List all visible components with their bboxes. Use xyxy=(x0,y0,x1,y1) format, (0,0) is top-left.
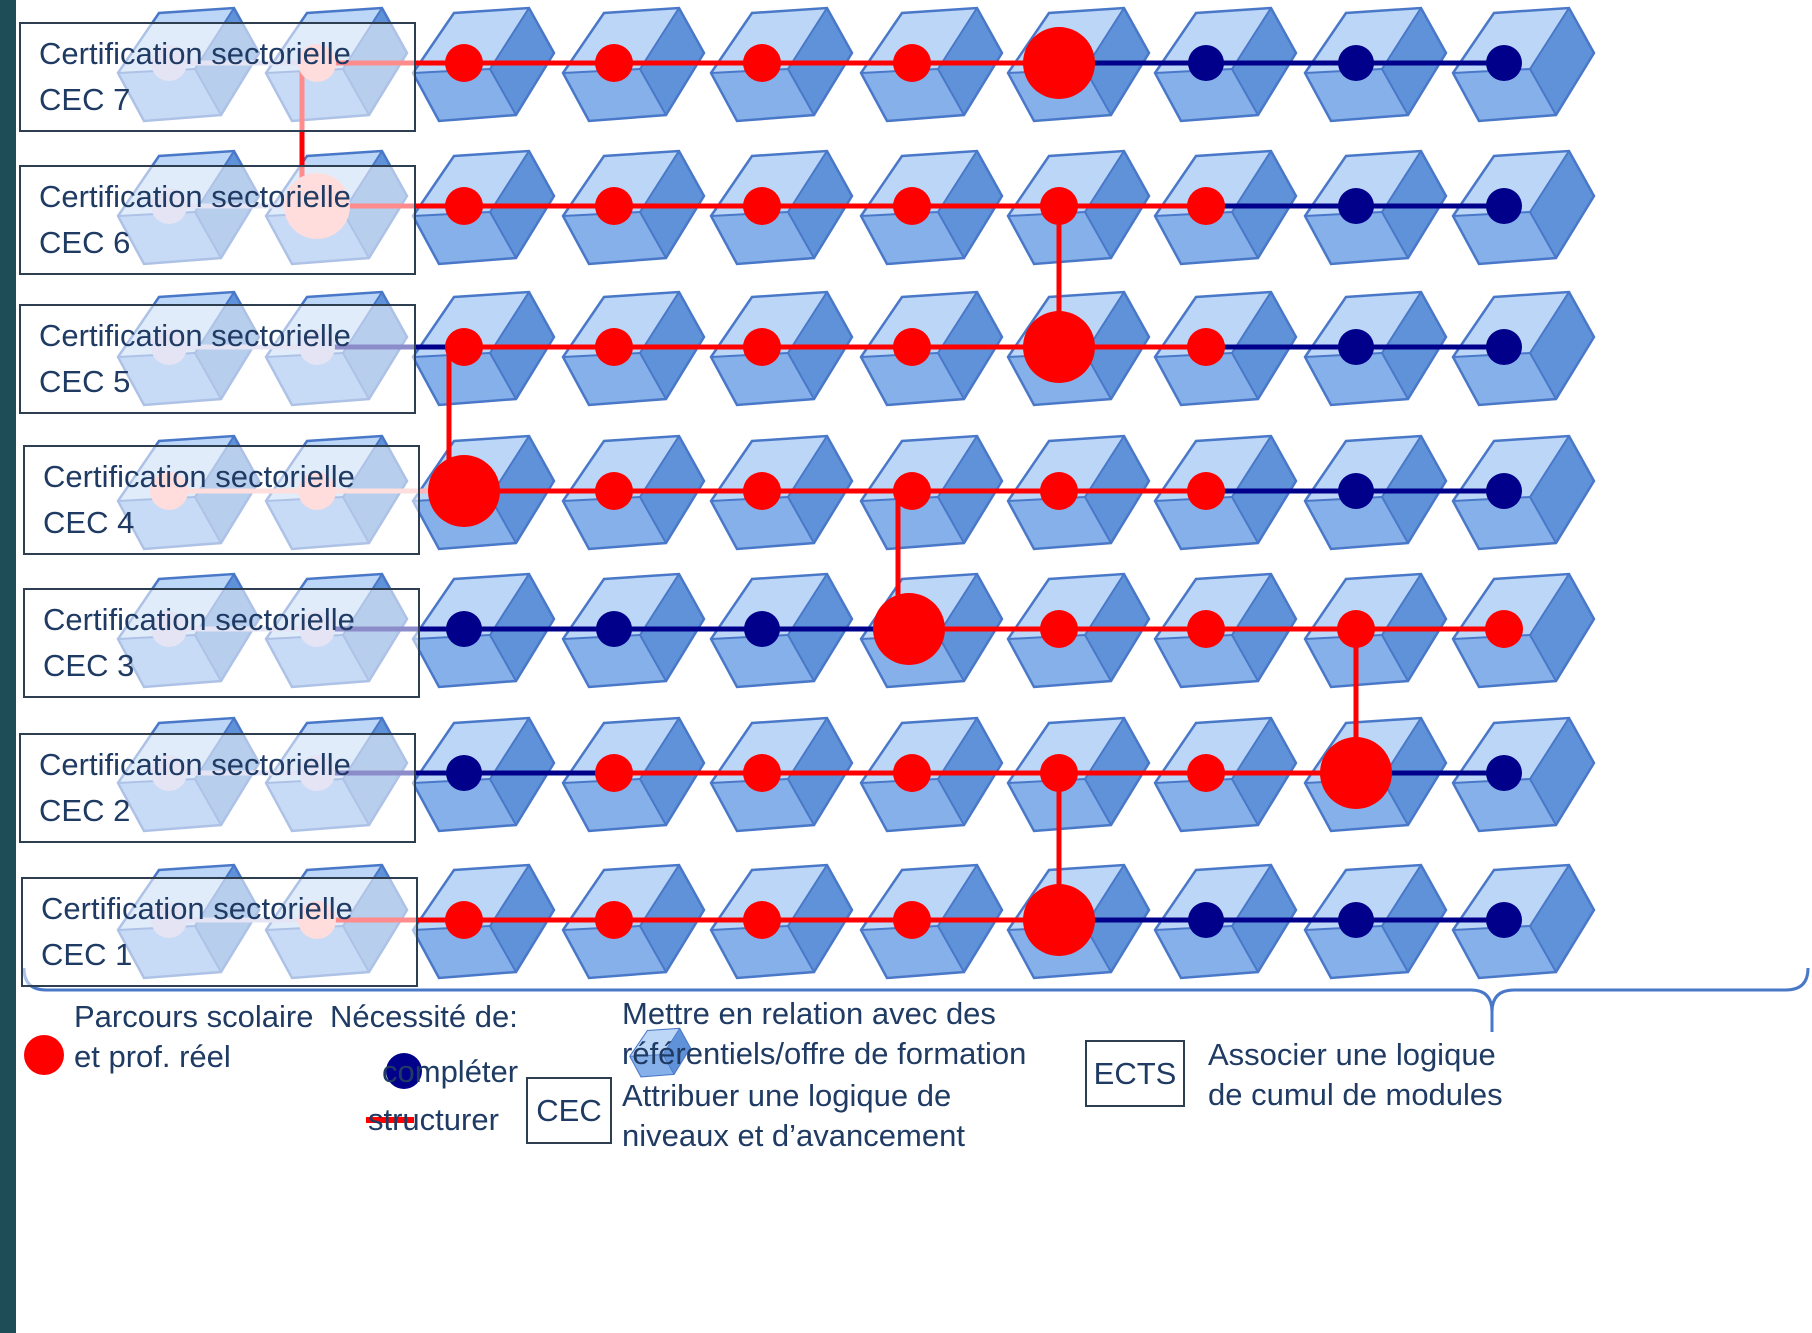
certification-title: Certification sectorielle xyxy=(39,747,351,782)
diagram-svg xyxy=(22,6,1810,1123)
legend-complete-label: compléter xyxy=(382,1054,519,1089)
red-dot-icon xyxy=(893,328,931,366)
red-dot-icon xyxy=(1040,610,1078,648)
certification-title: Certification sectorielle xyxy=(39,318,351,353)
legend-need-label: Nécessité de: xyxy=(330,999,518,1034)
navy-dot-icon xyxy=(386,1053,422,1089)
red-dot-icon xyxy=(595,754,633,792)
red-dot-icon xyxy=(595,472,633,510)
red-dot-icon xyxy=(24,1035,64,1075)
certification-title: Certification sectorielle xyxy=(43,602,355,637)
navy-dot-icon xyxy=(1338,473,1374,509)
red-dot-icon xyxy=(893,901,931,939)
red-dot-icon xyxy=(1023,27,1095,99)
certification-level: CEC 6 xyxy=(39,225,131,260)
navy-dot-icon xyxy=(1486,902,1522,938)
red-dot-icon xyxy=(595,901,633,939)
red-dot-icon xyxy=(873,593,945,665)
certification-box-2: Certification sectorielle CEC 2 xyxy=(19,733,416,843)
red-dot-icon xyxy=(743,472,781,510)
certification-box-1: Certification sectorielle CEC 1 xyxy=(21,877,418,987)
red-dot-icon xyxy=(743,901,781,939)
red-dot-icon xyxy=(893,187,931,225)
red-dot-icon xyxy=(1023,311,1095,383)
legend-relate-label-2: référentiels/offre de formation xyxy=(622,1036,1027,1071)
legend-path-label-2: et prof. réel xyxy=(74,1039,231,1074)
certification-box-4: Certification sectorielle CEC 4 xyxy=(23,445,420,555)
red-dot-icon xyxy=(1337,610,1375,648)
diagram-canvas: Certification sectorielle CEC 7 Certificat… xyxy=(16,0,1812,1333)
red-dot-icon xyxy=(1320,737,1392,809)
certification-box-3: Certification sectorielle CEC 3 xyxy=(23,588,420,698)
certification-box-6: Certification sectorielle CEC 6 xyxy=(19,165,416,275)
red-dot-icon xyxy=(1040,472,1078,510)
red-dot-icon xyxy=(893,754,931,792)
certification-level: CEC 4 xyxy=(43,505,135,540)
red-dot-icon xyxy=(428,455,500,527)
certification-level: CEC 3 xyxy=(43,648,135,683)
navy-dot-icon xyxy=(1188,45,1224,81)
red-dot-icon xyxy=(445,44,483,82)
navy-dot-icon xyxy=(1338,902,1374,938)
navy-dot-icon xyxy=(744,611,780,647)
certification-level: CEC 2 xyxy=(39,793,131,828)
legend-levels-label-2: niveaux et d’avancement xyxy=(622,1118,965,1153)
certification-level: CEC 5 xyxy=(39,364,131,399)
red-dot-icon xyxy=(1040,754,1078,792)
certification-title: Certification sectorielle xyxy=(39,36,351,71)
legend-cec-box: CEC xyxy=(526,1077,612,1144)
navy-dot-icon xyxy=(1188,902,1224,938)
red-dot-icon xyxy=(445,187,483,225)
red-dot-icon xyxy=(1040,187,1078,225)
red-dot-icon xyxy=(1023,884,1095,956)
navy-dot-icon xyxy=(1486,329,1522,365)
legend-modules-label-2: de cumul de modules xyxy=(1208,1077,1503,1112)
navy-dot-icon xyxy=(1338,188,1374,224)
red-dot-icon xyxy=(743,44,781,82)
red-dot-icon xyxy=(1187,472,1225,510)
red-dot-icon xyxy=(1187,754,1225,792)
red-dot-icon xyxy=(1485,610,1523,648)
legend-relate-label: Mettre en relation avec des xyxy=(622,996,996,1031)
legend-path-label: Parcours scolaire xyxy=(74,999,314,1034)
red-dot-icon xyxy=(893,472,931,510)
red-dot-icon xyxy=(1187,187,1225,225)
certification-title: Certification sectorielle xyxy=(39,179,351,214)
red-dot-icon xyxy=(595,187,633,225)
navy-dot-icon xyxy=(446,755,482,791)
red-dot-icon xyxy=(1187,328,1225,366)
red-dot-icon xyxy=(1187,610,1225,648)
red-dot-icon xyxy=(893,44,931,82)
red-dot-icon xyxy=(595,44,633,82)
legend-modules-label: Associer une logique xyxy=(1208,1037,1496,1072)
certification-box-7: Certification sectorielle CEC 7 xyxy=(19,22,416,132)
navy-dot-icon xyxy=(1486,188,1522,224)
navy-dot-icon xyxy=(1338,329,1374,365)
certification-level: CEC 7 xyxy=(39,82,131,117)
navy-dot-icon xyxy=(1486,755,1522,791)
red-dot-icon xyxy=(743,328,781,366)
navy-dot-icon xyxy=(596,611,632,647)
red-dot-icon xyxy=(445,901,483,939)
red-dot-icon xyxy=(595,328,633,366)
navy-dot-icon xyxy=(1338,45,1374,81)
certification-level: CEC 1 xyxy=(41,937,133,972)
certification-box-5: Certification sectorielle CEC 5 xyxy=(19,304,416,414)
red-dot-icon xyxy=(743,754,781,792)
navy-dot-icon xyxy=(1486,45,1522,81)
certification-title: Certification sectorielle xyxy=(43,459,355,494)
certification-title: Certification sectorielle xyxy=(41,891,353,926)
navy-dot-icon xyxy=(1486,473,1522,509)
legend-structure-label: structurer xyxy=(368,1102,499,1137)
legend-ects-box: ECTS xyxy=(1085,1040,1185,1107)
legend-levels-label: Attribuer une logique de xyxy=(622,1078,952,1113)
red-dot-icon xyxy=(445,328,483,366)
navy-dot-icon xyxy=(446,611,482,647)
red-dot-icon xyxy=(743,187,781,225)
